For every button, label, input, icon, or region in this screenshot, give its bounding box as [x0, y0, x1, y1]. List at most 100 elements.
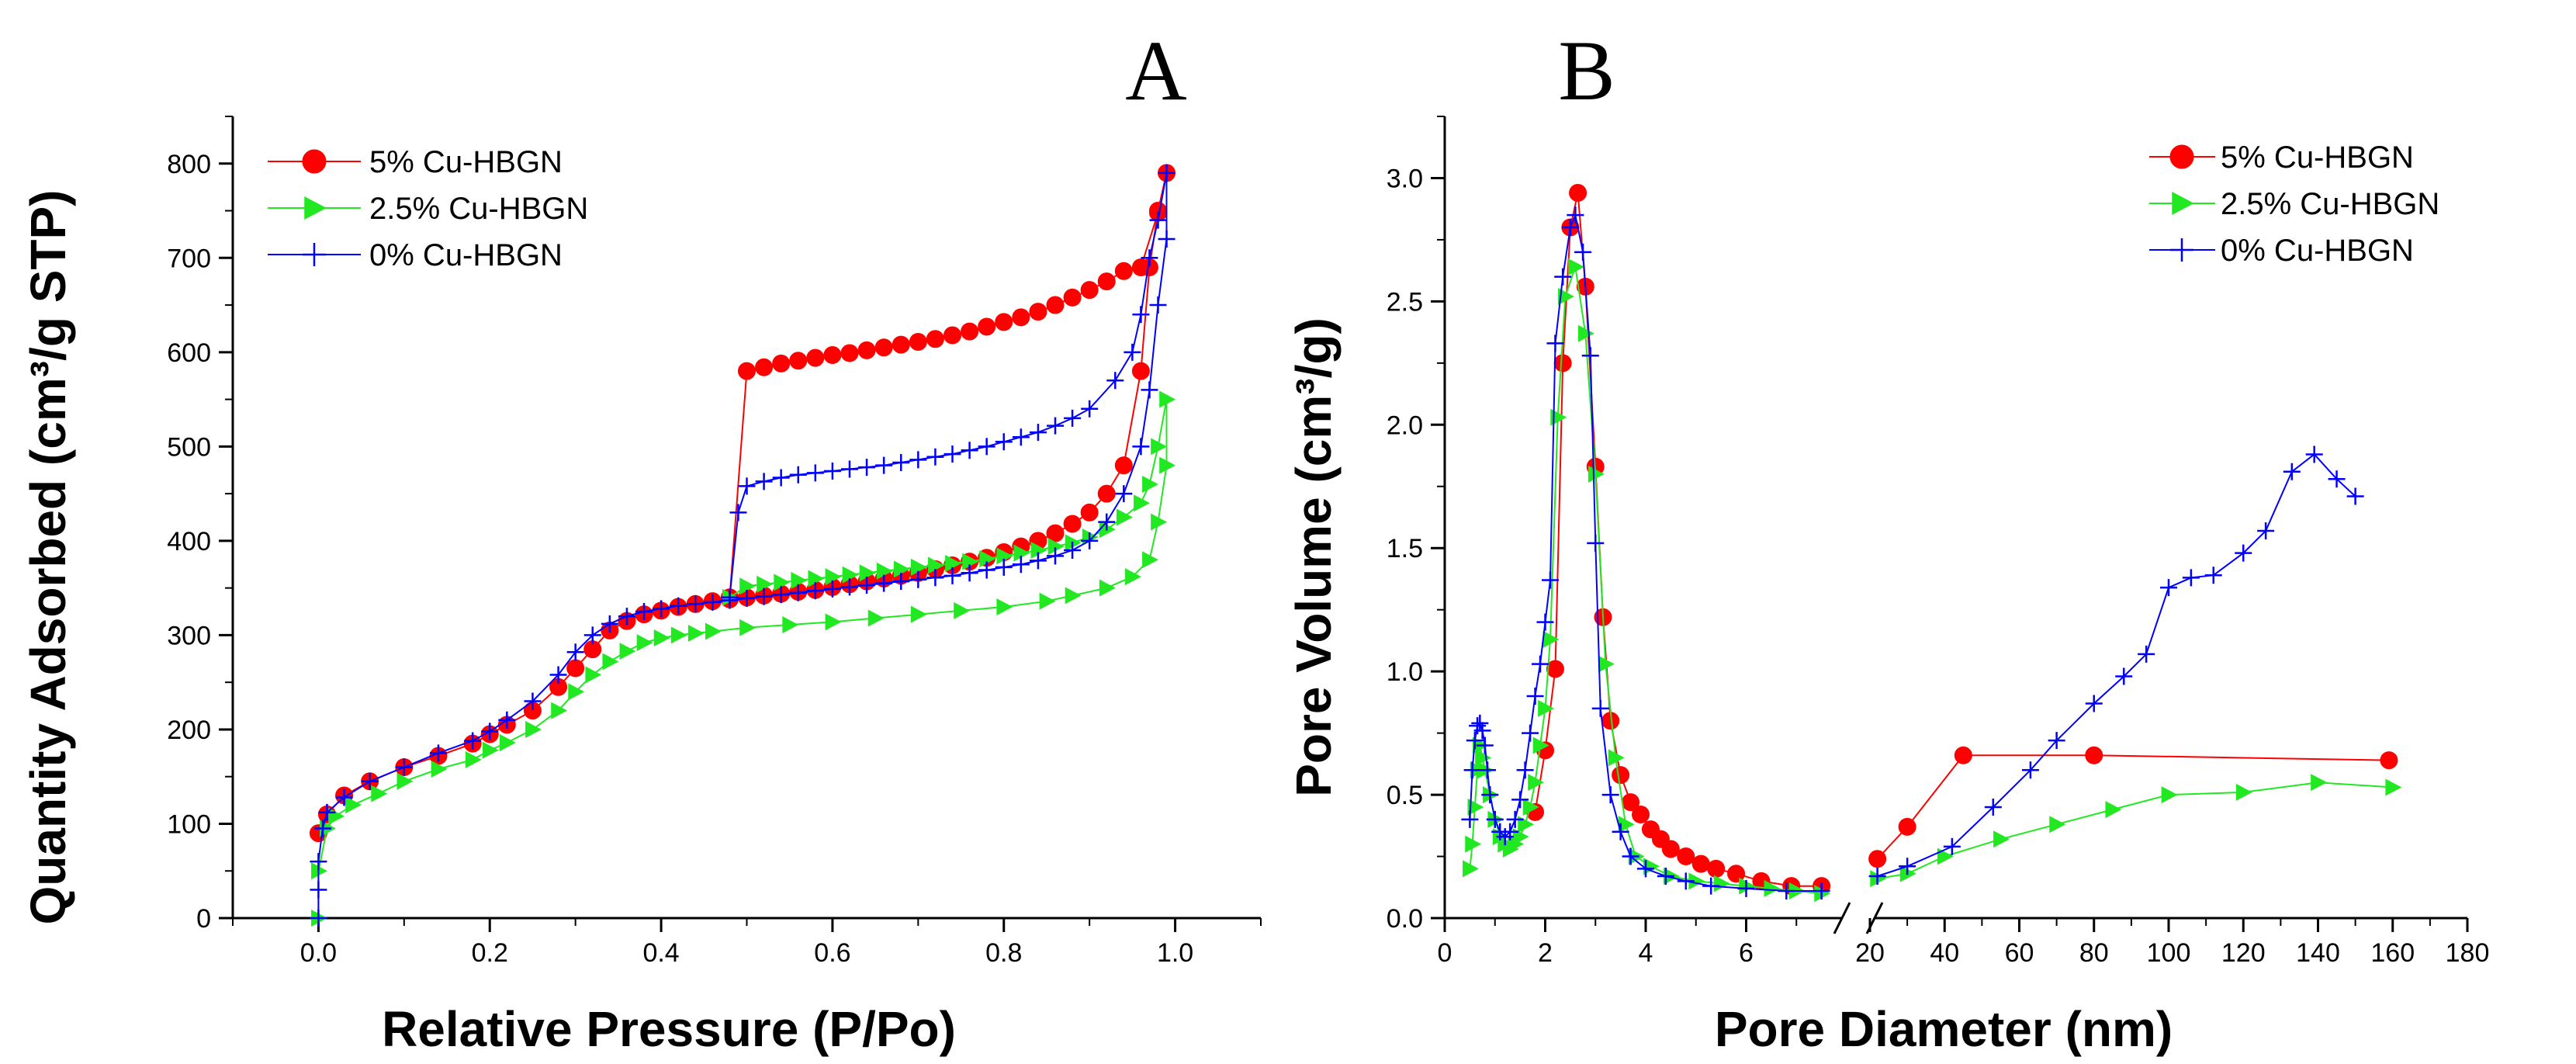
series-0-cu-hbgn: [1461, 206, 2364, 900]
data-point: [1099, 579, 1116, 597]
data-point: [943, 326, 961, 345]
data-point: [1778, 882, 1795, 900]
x-tick-label: 0.8: [985, 938, 1022, 968]
data-point: [1047, 547, 1064, 565]
data-point: [1558, 288, 1574, 306]
data-point: [1142, 551, 1159, 569]
data-point: [601, 615, 618, 633]
data-point: [995, 558, 1013, 576]
panel-b-series: [1461, 184, 2402, 903]
data-point: [1481, 786, 1499, 804]
data-point: [1115, 485, 1133, 503]
data-point: [926, 330, 944, 348]
data-point: [1097, 484, 1116, 503]
data-point: [858, 459, 876, 477]
data-point: [1029, 424, 1047, 442]
y-tick-label: 100: [167, 809, 211, 839]
data-point: [2021, 761, 2039, 779]
panel-b-legend: 5% Cu-HBGN 2.5% Cu-HBGN 0% Cu-HBGN: [2149, 140, 2439, 268]
data-point: [1561, 219, 1579, 237]
data-point: [1868, 867, 1886, 885]
legend-item-2-5pct: 2.5% Cu-HBGN: [268, 192, 588, 226]
data-point: [1081, 400, 1099, 418]
legend-marker: [302, 149, 327, 174]
data-point: [1608, 749, 1625, 767]
data-point: [1569, 184, 1587, 203]
data-point: [1106, 372, 1124, 390]
data-point: [1536, 613, 1554, 631]
legend-label: 0% Cu-HBGN: [2221, 234, 2414, 268]
series-5-cu-hbgn: [309, 164, 1176, 843]
data-point: [1465, 835, 1482, 853]
x-tick-label: 100: [2147, 938, 2191, 968]
data-point: [2328, 470, 2346, 488]
data-point: [979, 549, 996, 567]
data-point: [1622, 847, 1639, 865]
data-point: [1098, 513, 1116, 531]
data-point: [566, 643, 584, 661]
legend-label: 2.5% Cu-HBGN: [2221, 187, 2439, 221]
legend-marker: [2169, 144, 2194, 169]
legend-label: 0% Cu-HBGN: [369, 238, 563, 272]
data-point: [995, 313, 1013, 331]
x-tick-label: 0.2: [472, 938, 508, 968]
data-point: [1476, 736, 1494, 754]
data-point: [1029, 303, 1047, 321]
axis-break-mark: [1833, 902, 1851, 934]
x-tick-label: 120: [2221, 938, 2266, 968]
data-point: [1702, 877, 1720, 895]
data-point: [653, 600, 670, 618]
data-point: [1141, 249, 1158, 267]
data-point: [789, 352, 808, 370]
data-point: [2305, 445, 2323, 463]
data-point: [841, 578, 858, 596]
data-point: [2346, 487, 2364, 505]
x-tick-label: 20: [1855, 938, 1885, 968]
data-point: [1568, 258, 1584, 276]
data-point: [2380, 751, 2398, 770]
data-point: [1541, 571, 1559, 589]
panel-b-letter: B: [1558, 23, 1615, 118]
data-point: [2049, 816, 2066, 834]
data-point: [687, 624, 705, 642]
data-point: [875, 456, 893, 474]
data-point: [721, 588, 739, 606]
data-point: [875, 574, 893, 592]
data-point: [687, 595, 705, 613]
data-point: [568, 683, 585, 701]
data-point: [1081, 532, 1099, 549]
data-point: [867, 609, 885, 627]
y-tick-label: 1.0: [1387, 657, 1423, 687]
data-point: [1657, 867, 1674, 885]
data-point: [1813, 882, 1830, 900]
data-point: [1151, 438, 1168, 456]
data-point: [774, 574, 791, 591]
data-point: [954, 601, 971, 619]
data-point: [431, 760, 448, 778]
data-point: [772, 469, 790, 487]
data-point: [499, 733, 516, 751]
data-point: [945, 555, 962, 573]
data-point: [1080, 281, 1099, 300]
x-tick-label: 0.0: [300, 938, 337, 968]
data-point: [371, 785, 388, 802]
data-point: [1029, 552, 1047, 570]
data-point: [1713, 875, 1730, 892]
y-tick-label: 1.5: [1387, 534, 1423, 563]
legend-marker: [2170, 238, 2193, 262]
data-point: [1134, 494, 1150, 512]
data-point: [1567, 206, 1584, 224]
data-point: [1475, 749, 1492, 767]
data-point: [395, 758, 413, 776]
data-point: [1063, 288, 1082, 307]
legend-label: 5% Cu-HBGN: [369, 145, 563, 179]
data-point: [755, 358, 774, 376]
x-tick-label: 180: [2446, 938, 2490, 968]
data-point: [1013, 544, 1030, 562]
data-point: [782, 616, 799, 634]
data-point: [1132, 306, 1150, 324]
panel-b-y-axis-title: Pore Volume (cm³/g): [1286, 317, 1342, 797]
data-point: [893, 560, 910, 578]
legend-item-5pct: 5% Cu-HBGN: [2149, 140, 2414, 175]
data-point: [328, 807, 345, 825]
